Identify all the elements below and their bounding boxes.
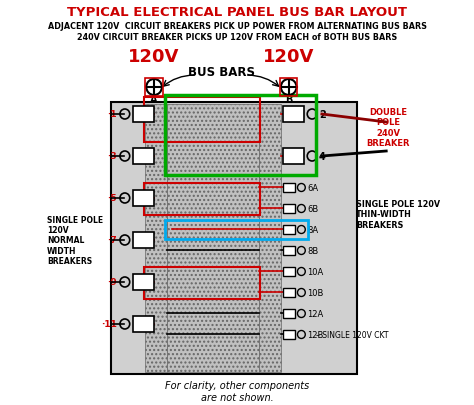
Bar xyxy=(283,246,294,256)
Text: 12B: 12B xyxy=(307,330,324,339)
Text: BUS BARS: BUS BARS xyxy=(188,66,255,79)
Text: ·9: ·9 xyxy=(107,278,117,287)
Bar xyxy=(111,103,357,374)
Text: 10A: 10A xyxy=(307,267,323,276)
Bar xyxy=(145,184,260,215)
Text: ·3: ·3 xyxy=(108,152,117,161)
Bar xyxy=(283,309,294,318)
Text: A: A xyxy=(150,95,158,105)
Text: 120V: 120V xyxy=(263,48,314,66)
Text: ·1: ·1 xyxy=(108,110,117,119)
Text: ·11: ·11 xyxy=(101,320,117,329)
Text: 6A: 6A xyxy=(307,183,319,192)
Text: ·7: ·7 xyxy=(107,236,117,245)
Bar xyxy=(133,316,154,332)
Text: SINGLE POLE 120V
THIN-WIDTH
BREAKERS: SINGLE POLE 120V THIN-WIDTH BREAKERS xyxy=(356,200,440,229)
Text: 2: 2 xyxy=(319,110,326,120)
Text: 8A: 8A xyxy=(307,226,319,234)
Bar xyxy=(283,267,294,276)
Text: – SINGLE 120V CKT: – SINGLE 120V CKT xyxy=(316,330,389,339)
Bar xyxy=(145,98,260,143)
Bar xyxy=(283,330,294,339)
Bar xyxy=(259,105,281,372)
Bar xyxy=(145,268,260,299)
Text: DOUBLE
POLE
240V
BREAKER: DOUBLE POLE 240V BREAKER xyxy=(367,108,410,148)
Text: 4: 4 xyxy=(319,151,326,162)
Bar xyxy=(283,226,294,234)
Text: 6B: 6B xyxy=(307,205,319,213)
Text: 120V: 120V xyxy=(128,48,180,66)
Bar xyxy=(133,274,154,290)
Bar xyxy=(283,149,304,164)
Bar xyxy=(146,79,163,97)
Text: TYPICAL ELECTRICAL PANEL BUS BAR LAYOUT: TYPICAL ELECTRICAL PANEL BUS BAR LAYOUT xyxy=(67,6,407,19)
Bar xyxy=(133,149,154,164)
Text: 8B: 8B xyxy=(307,246,319,256)
Bar xyxy=(165,220,308,239)
Text: 10B: 10B xyxy=(307,288,324,297)
Text: B: B xyxy=(285,95,292,105)
Bar xyxy=(283,107,304,123)
Bar xyxy=(167,105,259,372)
Text: ·5: ·5 xyxy=(108,194,117,203)
Bar xyxy=(133,232,154,248)
Text: 12A: 12A xyxy=(307,309,323,318)
Bar xyxy=(280,79,298,97)
Bar xyxy=(165,96,316,175)
Bar xyxy=(283,205,294,213)
Bar xyxy=(283,183,294,192)
Text: For clarity, other components
are not shown.: For clarity, other components are not sh… xyxy=(165,380,309,402)
Bar xyxy=(146,105,167,372)
Bar xyxy=(283,288,294,297)
Bar xyxy=(133,107,154,123)
Bar xyxy=(133,190,154,207)
Text: SINGLE POLE
120V
NORMAL
WIDTH
BREAKERS: SINGLE POLE 120V NORMAL WIDTH BREAKERS xyxy=(47,215,103,266)
Text: 240V CIRCUIT BREAKER PICKS UP 120V FROM EACH of BOTH BUS BARS: 240V CIRCUIT BREAKER PICKS UP 120V FROM … xyxy=(77,34,397,43)
Text: ADJACENT 120V  CIRCUIT BREAKERS PICK UP POWER FROM ALTERNATING BUS BARS: ADJACENT 120V CIRCUIT BREAKERS PICK UP P… xyxy=(47,22,427,32)
